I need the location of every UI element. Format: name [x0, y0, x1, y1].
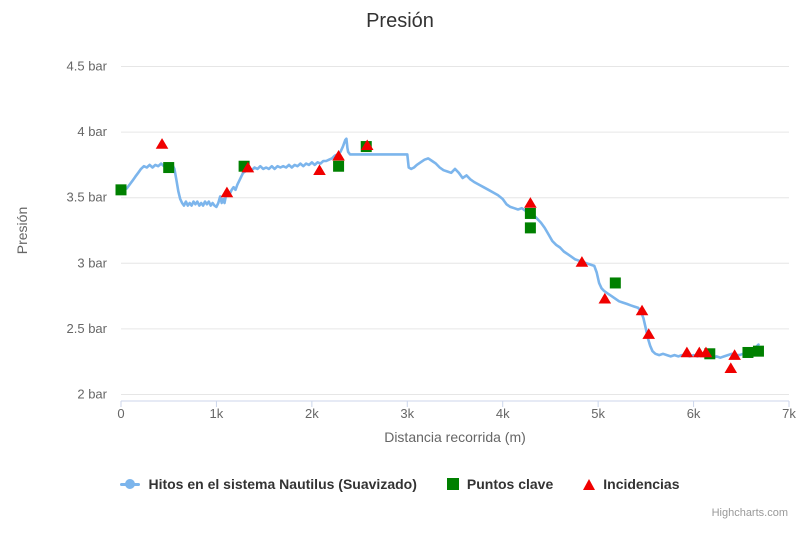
legend-label-hitos: Hitos en el sistema Nautilus (Suavizado): [148, 476, 417, 492]
incident-marker[interactable]: [699, 346, 713, 358]
x-tick-label: 4k: [496, 406, 510, 421]
incident-marker[interactable]: [241, 161, 255, 173]
x-tick-label: 6k: [687, 406, 701, 421]
y-tick-label: 2 bar: [77, 386, 107, 401]
key-point-marker[interactable]: [609, 277, 621, 289]
key-point-marker[interactable]: [238, 160, 250, 172]
x-tick-label: 5k: [591, 406, 605, 421]
incident-marker[interactable]: [332, 149, 345, 161]
legend-item-incidencias[interactable]: Incidencias: [583, 476, 680, 492]
x-tick-label: 2k: [305, 406, 319, 421]
credits-link[interactable]: Highcharts.com: [711, 507, 788, 519]
incident-marker[interactable]: [724, 362, 738, 374]
key-point-marker[interactable]: [333, 160, 345, 172]
circle-marker-icon: [125, 479, 136, 489]
key-point-marker[interactable]: [524, 207, 536, 219]
y-tick-label: 3.5 bar: [67, 190, 108, 205]
incident-marker[interactable]: [220, 186, 234, 198]
x-tick-label: 7k: [782, 406, 796, 421]
chart-title: Presión: [366, 10, 434, 32]
incident-marker[interactable]: [642, 328, 656, 339]
y-tick-label: 4 bar: [77, 124, 107, 139]
legend-item-hitos[interactable]: Hitos en el sistema Nautilus (Suavizado): [120, 476, 417, 492]
triangle-marker-icon: [583, 478, 596, 490]
incident-marker[interactable]: [680, 346, 694, 358]
key-point-marker[interactable]: [115, 184, 127, 196]
key-point-marker[interactable]: [524, 222, 536, 234]
incident-marker[interactable]: [360, 139, 374, 151]
x-tick-label: 0: [117, 406, 124, 421]
incident-marker[interactable]: [598, 292, 612, 304]
incident-marker[interactable]: [575, 256, 589, 267]
x-tick-label: 1k: [210, 406, 224, 421]
key-point-marker[interactable]: [742, 346, 754, 358]
key-point-marker[interactable]: [752, 345, 764, 357]
incident-marker[interactable]: [635, 304, 649, 316]
line-marker-icon: [120, 478, 141, 490]
legend-item-puntos-clave[interactable]: Puntos clave: [446, 476, 554, 492]
key-point-marker[interactable]: [163, 162, 175, 174]
y-tick-label: 3 bar: [77, 255, 107, 270]
series-line-hitos[interactable]: [119, 137, 760, 359]
incident-marker[interactable]: [524, 197, 537, 208]
incident-marker[interactable]: [155, 138, 169, 149]
y-tick-label: 2.5 bar: [67, 321, 108, 336]
y-axis-title: Presión: [14, 207, 30, 254]
legend: Hitos en el sistema Nautilus (Suavizado)…: [0, 476, 800, 492]
x-axis-title: Distancia recorrida (m): [384, 429, 526, 445]
incident-marker[interactable]: [728, 349, 741, 360]
incident-marker[interactable]: [313, 164, 326, 175]
square-marker-icon: [446, 478, 459, 490]
legend-label-puntos-clave: Puntos clave: [466, 476, 554, 492]
x-tick-label: 3k: [400, 406, 414, 421]
legend-label-incidencias: Incidencias: [603, 476, 680, 492]
y-tick-label: 4.5 bar: [67, 59, 108, 74]
